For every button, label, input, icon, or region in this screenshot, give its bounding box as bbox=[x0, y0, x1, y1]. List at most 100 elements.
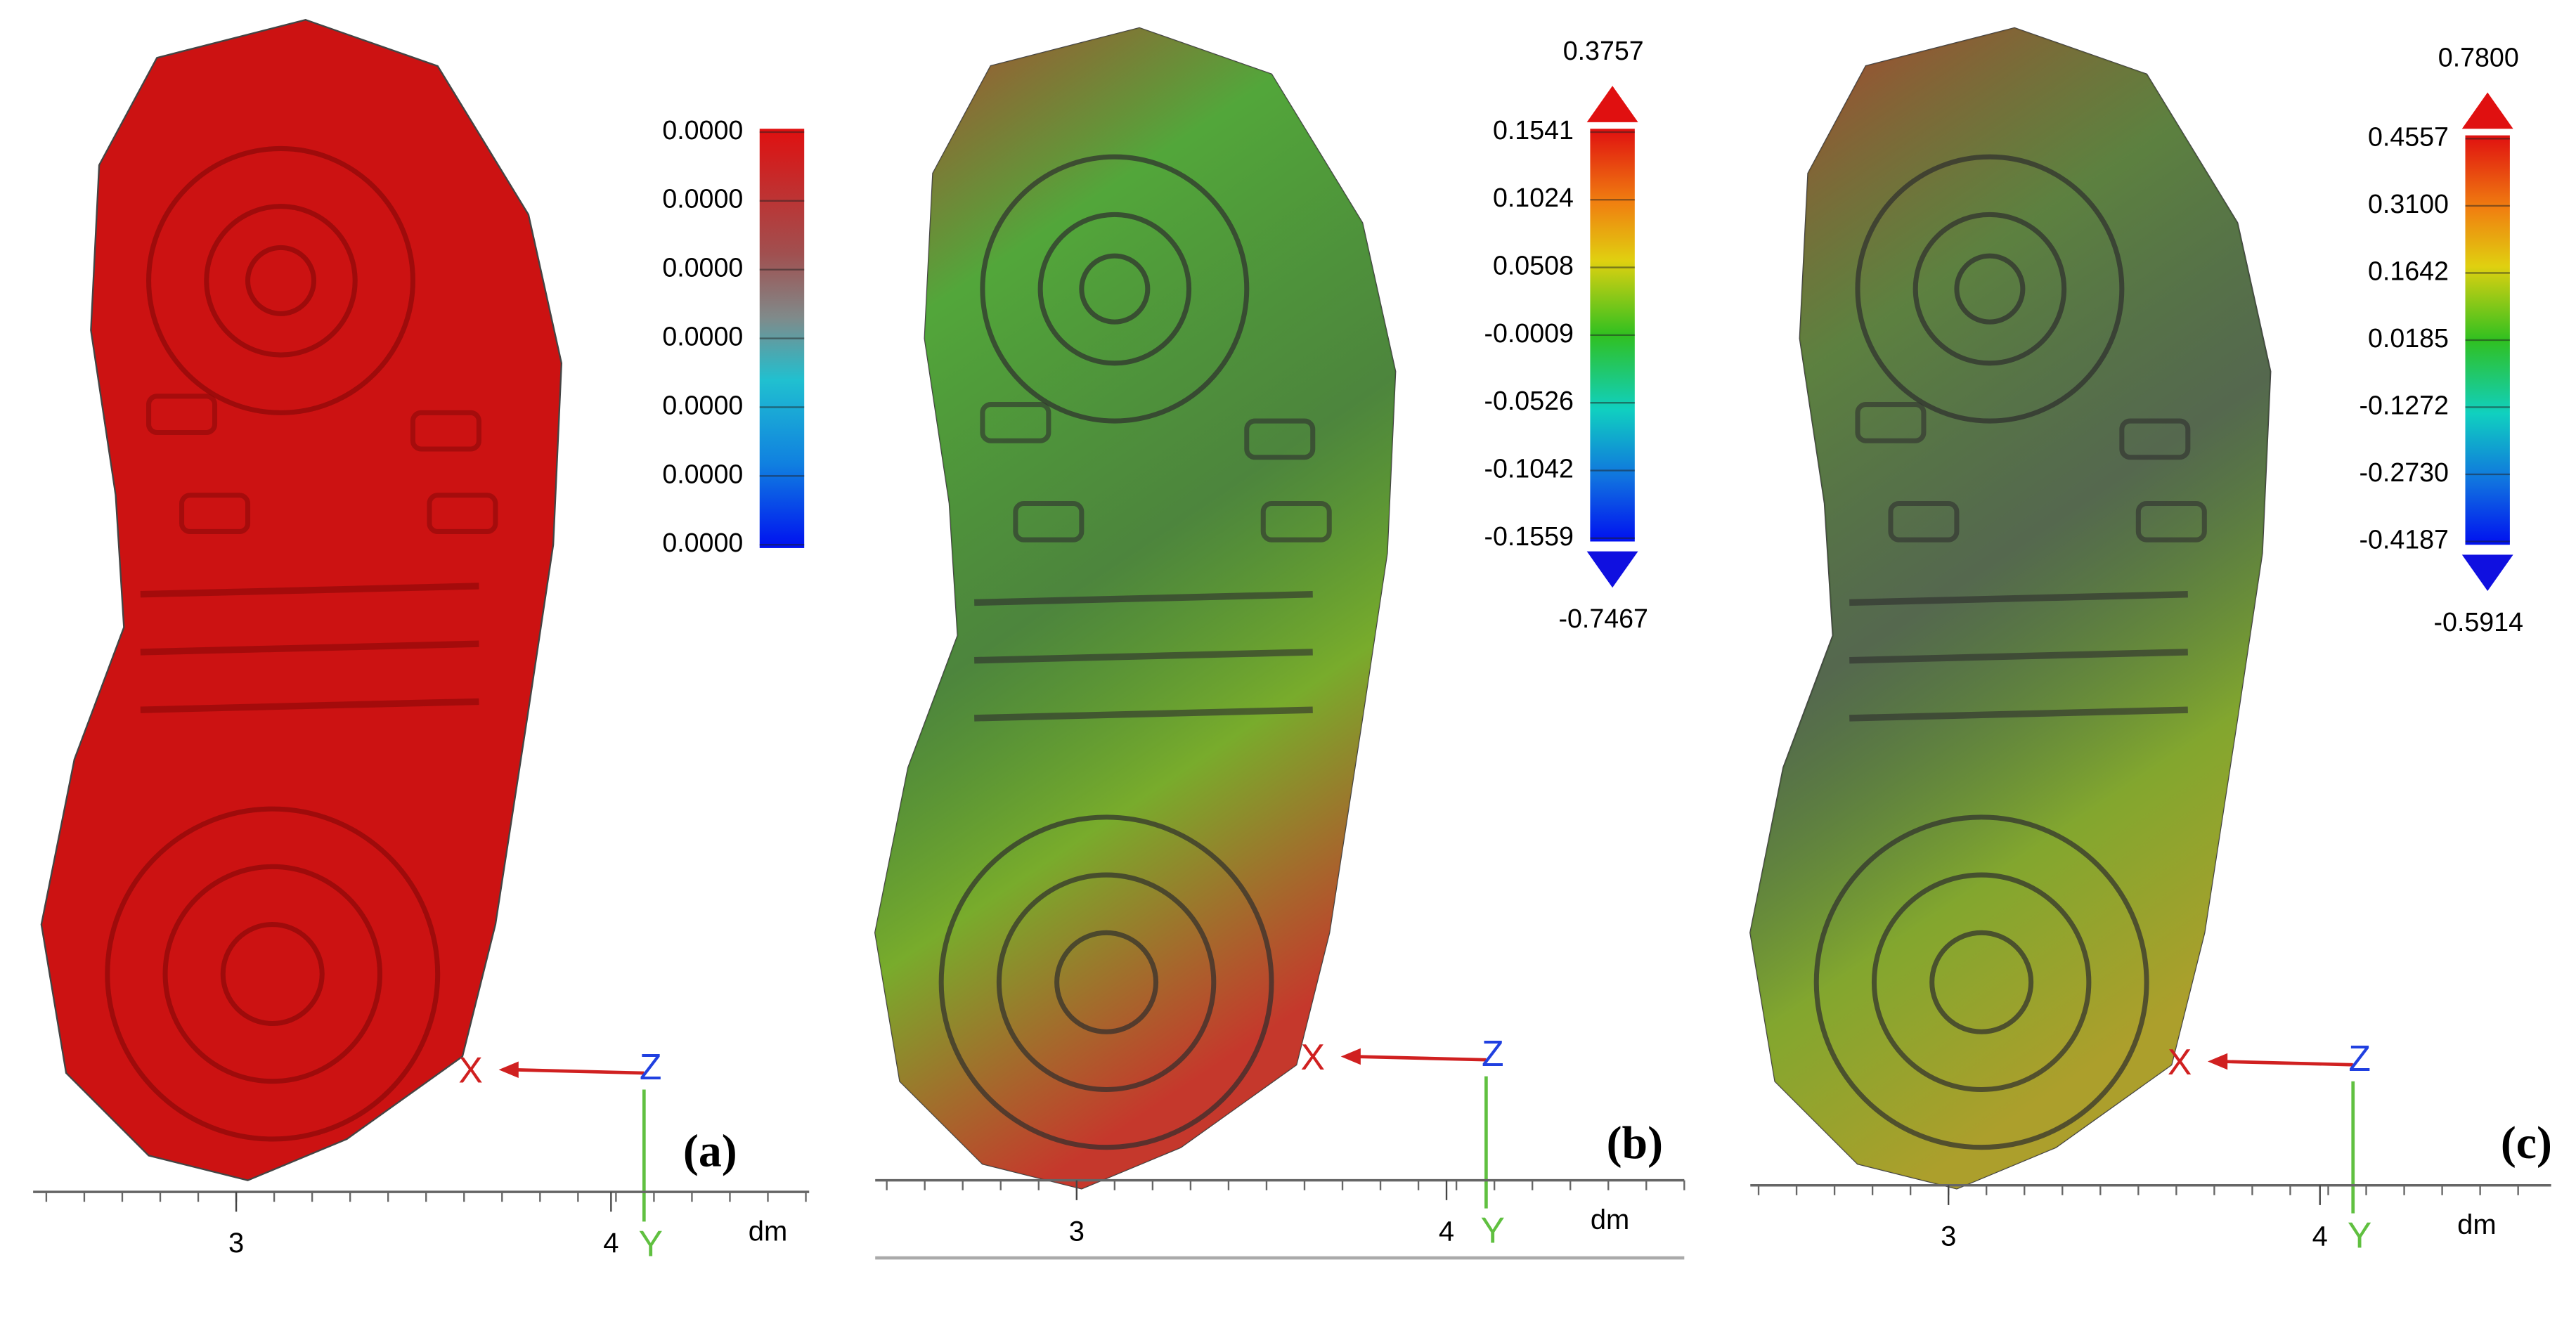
tread-ring bbox=[1079, 253, 1151, 325]
colorbar-label: 0.4557 bbox=[2368, 122, 2449, 151]
panel: 0.1541 0.1024 0.0508 -0.0009 -0.0526 -0.1042 -… bbox=[874, 27, 1685, 1260]
tread-band bbox=[140, 640, 479, 656]
panel: 0.4557 0.3100 0.1642 0.0185 -0.1272 -0.2730 -0… bbox=[1749, 27, 2552, 1256]
y-axis-label: Y bbox=[2348, 1215, 2371, 1256]
tread-ring bbox=[980, 154, 1250, 424]
tread-ring bbox=[1054, 930, 1159, 1034]
colorbar-max-arrow bbox=[2461, 92, 2513, 129]
colorbar-max-label: 0.3757 bbox=[1563, 36, 1644, 65]
ruler-tick-label: 4 bbox=[1439, 1216, 1454, 1247]
x-axis-label: X bbox=[2168, 1041, 2192, 1082]
colorbar-min-arrow bbox=[1586, 551, 1638, 588]
tread-ring bbox=[220, 922, 325, 1027]
colorbar-label: 0.0508 bbox=[1493, 250, 1574, 280]
colorbar-label: -0.1042 bbox=[1484, 453, 1573, 483]
y-axis-label: Y bbox=[1481, 1209, 1505, 1250]
panel: 0.0000 0.0000 0.0000 0.0000 0.0000 0.0000 0.00… bbox=[33, 18, 810, 1263]
colorbar-min-label: -0.7467 bbox=[1558, 604, 1648, 633]
x-axis-arrow bbox=[512, 1067, 645, 1075]
deviation-overlay bbox=[1750, 27, 2271, 1189]
colorbar-label: 0.0000 bbox=[662, 184, 743, 214]
colorbar-max-label: 0.7800 bbox=[2438, 42, 2519, 72]
tread-ring bbox=[162, 864, 382, 1084]
colorbar-label: 0.1642 bbox=[2368, 256, 2449, 285]
tread-block bbox=[2135, 500, 2207, 542]
x-axis-label: X bbox=[458, 1050, 482, 1091]
shoe-outline bbox=[40, 18, 563, 1181]
tread-block bbox=[1855, 402, 1927, 443]
colorbar-label: 0.0185 bbox=[2368, 323, 2449, 353]
deviation-overlay bbox=[875, 27, 1396, 1189]
tread-block bbox=[1013, 500, 1085, 542]
tread-ring bbox=[105, 806, 441, 1142]
panel-label: (c) bbox=[2501, 1117, 2552, 1169]
tread-ring bbox=[1037, 212, 1192, 366]
ruler-tick-label: 4 bbox=[603, 1228, 619, 1259]
tread-ring bbox=[1813, 814, 2149, 1150]
tread-block bbox=[146, 394, 218, 436]
x-axis-arrow bbox=[2220, 1060, 2353, 1067]
tread-block bbox=[427, 493, 498, 534]
z-axis-label: Z bbox=[640, 1046, 662, 1087]
colorbar-label: 0.1024 bbox=[1493, 183, 1574, 212]
tread-block bbox=[1260, 500, 1332, 542]
tread-ring bbox=[1929, 930, 2034, 1034]
tread-ring bbox=[146, 145, 415, 415]
shoe-model bbox=[1749, 27, 2272, 1190]
tread-band bbox=[974, 706, 1313, 722]
tread-ring bbox=[245, 245, 317, 316]
colorbar-label: -0.1272 bbox=[2360, 390, 2449, 420]
tread-band bbox=[974, 649, 1313, 664]
tread-block bbox=[1244, 418, 1316, 460]
tread-block bbox=[1888, 500, 1960, 542]
tread-ring bbox=[1954, 253, 2026, 325]
colorbar-label: 0.3100 bbox=[2368, 189, 2449, 219]
tread-ring bbox=[1855, 154, 2125, 424]
x-axis-head bbox=[2207, 1053, 2228, 1070]
colorbar-label: 0.0000 bbox=[662, 459, 743, 488]
tread-band bbox=[140, 583, 479, 598]
x-axis-head bbox=[1340, 1048, 1361, 1065]
tread-ring bbox=[204, 204, 358, 358]
tread-band bbox=[1849, 706, 2188, 722]
ruler-tick-label: 4 bbox=[2312, 1221, 2328, 1252]
ruler-unit: dm bbox=[749, 1216, 787, 1247]
tread-ring bbox=[938, 814, 1274, 1150]
tread-block bbox=[410, 410, 481, 452]
y-axis-label: Y bbox=[638, 1223, 662, 1263]
colorbar-min-arrow bbox=[2461, 554, 2513, 592]
colorbar-label: 0.0000 bbox=[662, 253, 743, 282]
tread-band bbox=[140, 698, 479, 713]
colorbar-label: -0.0526 bbox=[1484, 386, 1573, 415]
tread-band bbox=[1849, 591, 2188, 606]
ruler-tick-label: 3 bbox=[1941, 1221, 1956, 1252]
shoe-model bbox=[874, 27, 1397, 1190]
tread-band bbox=[974, 591, 1313, 606]
colorbar-label: 0.0000 bbox=[662, 390, 743, 420]
colorbar-label: 0.0000 bbox=[662, 322, 743, 351]
x-axis-head bbox=[498, 1061, 519, 1079]
colorbar-label: 0.0000 bbox=[662, 528, 743, 557]
colorbar-label: 0.0000 bbox=[662, 115, 743, 145]
tread-ring bbox=[996, 872, 1217, 1092]
tread-block bbox=[179, 493, 251, 534]
panel-label: (b) bbox=[1607, 1117, 1663, 1169]
panel-label: (a) bbox=[683, 1126, 737, 1177]
colorbar-label: -0.2730 bbox=[2360, 457, 2449, 487]
shoe-model bbox=[40, 18, 563, 1181]
colorbar-min-label: -0.5914 bbox=[2434, 607, 2523, 637]
x-axis-label: X bbox=[1301, 1037, 1325, 1077]
ruler-tick-label: 3 bbox=[228, 1228, 244, 1259]
tread-band bbox=[1849, 649, 2188, 664]
z-axis-label: Z bbox=[1482, 1033, 1504, 1074]
colorbar-label: -0.4187 bbox=[2360, 524, 2449, 554]
colorbar-label: -0.0009 bbox=[1484, 318, 1573, 348]
ruler-unit: dm bbox=[1591, 1204, 1629, 1235]
colorbar-label: 0.1541 bbox=[1493, 115, 1574, 145]
tread-ring bbox=[1912, 212, 2067, 366]
x-axis-arrow bbox=[1354, 1055, 1487, 1062]
tread-block bbox=[980, 402, 1051, 443]
tread-ring bbox=[1871, 872, 2092, 1092]
